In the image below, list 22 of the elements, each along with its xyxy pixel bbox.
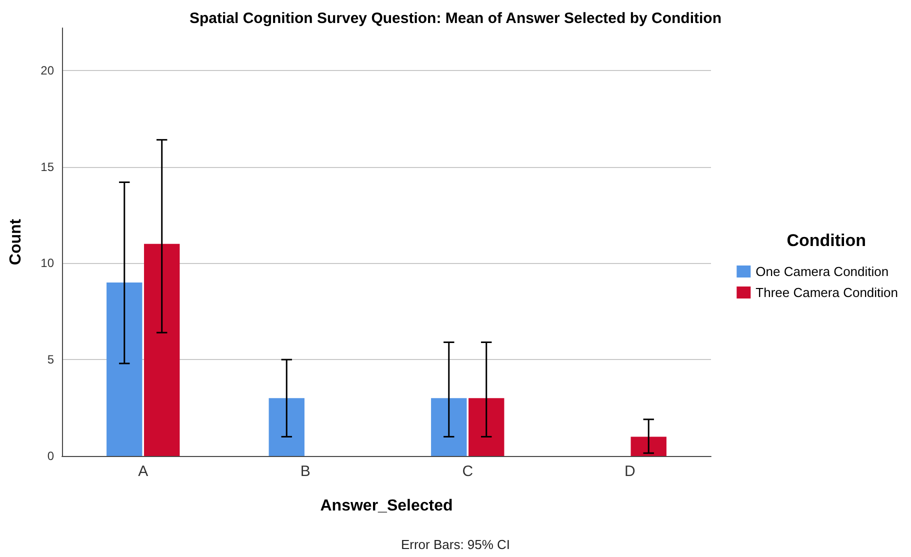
x-tick-label: A [138, 463, 148, 480]
x-axis-title: Answer_Selected [320, 498, 453, 514]
bar [630, 436, 666, 456]
bar [431, 398, 467, 456]
legend-label: Three Camera Condition [756, 285, 898, 300]
x-tick-label: B [300, 463, 310, 480]
y-tick-label: 0 [47, 449, 54, 463]
y-tick-label: 20 [40, 63, 54, 78]
bar [268, 398, 304, 456]
bar [468, 398, 504, 456]
bar [144, 244, 180, 456]
x-tick-label: D [624, 463, 636, 480]
legend-title: Condition [786, 231, 866, 250]
chart-title: Spatial Cognition Survey Question: Mean of Answer Selected by Condition [189, 10, 722, 27]
y-tick-label: 15 [40, 160, 54, 174]
text: Error Bars: 95% CI [400, 537, 510, 552]
legend-label: One Camera Condition [756, 264, 889, 279]
y-tick-label: 5 [47, 352, 54, 367]
y-axis-title: Count [8, 218, 24, 266]
x-tick-label: C [462, 463, 474, 480]
y-tick-label: 10 [40, 256, 54, 270]
bar [106, 282, 142, 456]
